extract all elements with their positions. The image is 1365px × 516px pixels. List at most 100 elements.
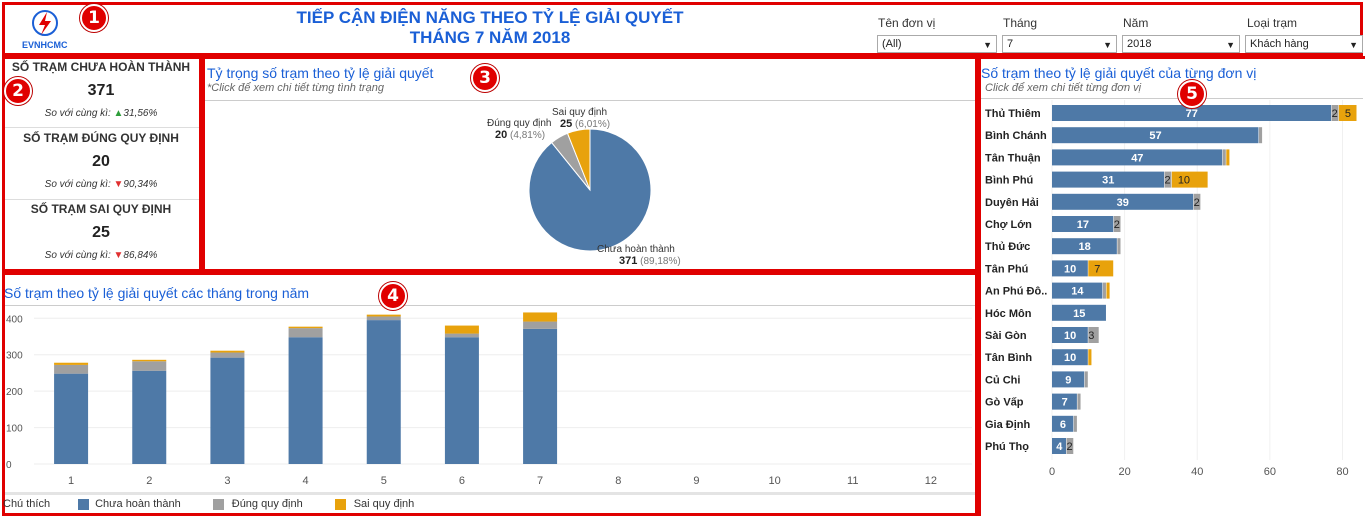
month-bar-segment[interactable] bbox=[288, 326, 323, 329]
month-bar-segment[interactable] bbox=[366, 320, 401, 464]
unit-bar-segment[interactable] bbox=[1117, 238, 1121, 255]
unit-bar-segment[interactable] bbox=[1171, 171, 1208, 188]
unit-label[interactable]: Bình Chánh bbox=[985, 130, 1047, 142]
unit-bar-segment[interactable] bbox=[1052, 438, 1067, 454]
unit-label[interactable]: Sài Gòn bbox=[985, 330, 1027, 342]
unit-label[interactable]: Gia Định bbox=[985, 419, 1031, 431]
x-tick-label: 8 bbox=[615, 475, 621, 487]
pie-slice[interactable] bbox=[566, 128, 591, 191]
month-bar-segment[interactable] bbox=[288, 337, 323, 464]
month-bar-segment[interactable] bbox=[210, 352, 245, 358]
month-bar-segment[interactable] bbox=[366, 316, 401, 321]
month-bar-segment[interactable] bbox=[210, 357, 245, 464]
unit-bar-segment[interactable] bbox=[1052, 149, 1223, 166]
legend-item[interactable]: Sai quy định bbox=[353, 498, 415, 510]
month-bar-segment[interactable] bbox=[523, 328, 558, 464]
unit-label[interactable]: Tân Thuận bbox=[985, 152, 1041, 164]
monthly-section bbox=[2, 272, 978, 516]
x-tick-label: 4 bbox=[303, 475, 309, 487]
arrow-down-icon: ▼ bbox=[113, 179, 124, 190]
unit-bar-segment[interactable] bbox=[1052, 393, 1077, 410]
month-bar-segment[interactable] bbox=[444, 325, 479, 334]
unit-bar-segment[interactable] bbox=[1052, 216, 1114, 232]
unit-bar-label: 77 bbox=[1186, 108, 1198, 120]
unit-label[interactable]: Bình Phú bbox=[985, 175, 1033, 187]
unit-bar-label: 14 bbox=[1071, 286, 1084, 298]
unit-bar-segment[interactable] bbox=[1088, 260, 1114, 277]
unit-bar-segment[interactable] bbox=[1338, 105, 1357, 121]
month-bar-segment[interactable] bbox=[444, 333, 479, 338]
filter-year-select[interactable]: 2018 ▼ bbox=[1122, 35, 1240, 53]
unit-bar-segment[interactable] bbox=[1113, 216, 1121, 232]
filter-type-select[interactable]: Khách hàng ▼ bbox=[1245, 35, 1363, 53]
filter-unit-select[interactable]: (All) ▼ bbox=[877, 35, 997, 53]
unit-label[interactable]: Chợ Lớn bbox=[985, 219, 1032, 231]
unit-label[interactable]: Hóc Môn bbox=[985, 308, 1032, 320]
kpi-change: 31,56% bbox=[123, 108, 158, 119]
month-bar-segment[interactable] bbox=[54, 373, 89, 464]
month-bar-segment[interactable] bbox=[444, 337, 479, 464]
unit-bar-segment[interactable] bbox=[1052, 127, 1259, 144]
unit-bar-segment[interactable] bbox=[1084, 371, 1088, 388]
unit-bar-segment[interactable] bbox=[1331, 105, 1339, 121]
month-bar-segment[interactable] bbox=[54, 364, 89, 374]
unit-bar-segment[interactable] bbox=[1077, 393, 1081, 410]
month-bar-segment[interactable] bbox=[210, 350, 245, 353]
kpi-compare: So với cùng kì: ▼90,34% bbox=[3, 179, 199, 190]
unit-bar-segment[interactable] bbox=[1052, 282, 1103, 299]
kpi-compare-label: So với cùng kì: bbox=[44, 179, 111, 190]
unit-bar-segment[interactable] bbox=[1052, 238, 1117, 255]
unit-bar-segment[interactable] bbox=[1052, 371, 1085, 388]
unit-bar-segment[interactable] bbox=[1052, 349, 1088, 366]
unit-label[interactable]: Tân Phú bbox=[985, 263, 1028, 275]
unit-bar-segment[interactable] bbox=[1066, 438, 1074, 454]
unit-label[interactable]: Gò Vấp bbox=[985, 397, 1024, 409]
unit-bar-segment[interactable] bbox=[1226, 149, 1230, 166]
unit-bar-segment[interactable] bbox=[1164, 171, 1172, 188]
month-bar-segment[interactable] bbox=[288, 328, 323, 338]
unit-bar-segment[interactable] bbox=[1193, 193, 1201, 210]
section-badge-5: 5 bbox=[1178, 80, 1206, 108]
unit-bar-segment[interactable] bbox=[1052, 260, 1088, 277]
legend-item[interactable]: Chưa hoàn thành bbox=[95, 498, 181, 510]
title-line-2: THÁNG 7 NĂM 2018 bbox=[409, 28, 571, 47]
unit-label[interactable]: Phú Thọ bbox=[985, 441, 1029, 453]
month-bar-segment[interactable] bbox=[132, 359, 167, 362]
kpi-incomplete[interactable]: SỐ TRẠM CHƯA HOÀN THÀNH 371 So với cùng … bbox=[3, 60, 199, 119]
filter-label-type: Loại trạm bbox=[1247, 16, 1298, 30]
unit-bar-segment[interactable] bbox=[1052, 304, 1106, 321]
unit-label[interactable]: Thủ Đức bbox=[985, 241, 1030, 253]
unit-bar-segment[interactable] bbox=[1052, 105, 1332, 121]
x-tick-label: 6 bbox=[459, 475, 465, 487]
unit-bar-segment[interactable] bbox=[1052, 171, 1165, 188]
unit-label[interactable]: Củ Chi bbox=[985, 374, 1020, 386]
unit-bar-segment[interactable] bbox=[1088, 349, 1092, 366]
unit-label[interactable]: Thủ Thiêm bbox=[985, 108, 1041, 120]
unit-bar-segment[interactable] bbox=[1258, 127, 1263, 144]
unit-bar-segment[interactable] bbox=[1222, 149, 1226, 166]
unit-bar-segment[interactable] bbox=[1052, 415, 1074, 432]
kpi-correct[interactable]: SỐ TRẠM ĐÚNG QUY ĐỊNH 20 So với cùng kì:… bbox=[3, 131, 199, 190]
unit-bar-segment[interactable] bbox=[1102, 282, 1106, 299]
unit-bar-segment[interactable] bbox=[1106, 282, 1110, 299]
month-bar-segment[interactable] bbox=[132, 370, 167, 464]
kpi-wrong[interactable]: SỐ TRẠM SAI QUY ĐỊNH 25 So với cùng kì: … bbox=[3, 202, 199, 261]
unit-label[interactable]: An Phú Đô.. bbox=[985, 286, 1047, 298]
month-bar-segment[interactable] bbox=[366, 314, 401, 317]
month-bar-segment[interactable] bbox=[523, 312, 558, 322]
month-bar-segment[interactable] bbox=[54, 362, 89, 365]
unit-bar-segment[interactable] bbox=[1052, 193, 1194, 210]
unit-label[interactable]: Tân Bình bbox=[985, 352, 1032, 364]
unit-label[interactable]: Duyên Hải bbox=[985, 197, 1039, 209]
month-bar-segment[interactable] bbox=[132, 361, 167, 371]
unit-bar-segment[interactable] bbox=[1052, 327, 1088, 343]
month-bar-segment[interactable] bbox=[523, 321, 558, 329]
unit-bar-segment[interactable] bbox=[1088, 327, 1099, 343]
legend-item[interactable]: Đúng quy định bbox=[231, 498, 303, 510]
pie-panel-divider bbox=[205, 100, 975, 101]
unit-bar-segment[interactable] bbox=[1073, 415, 1077, 432]
filter-month-select[interactable]: 7 ▼ bbox=[1002, 35, 1117, 53]
